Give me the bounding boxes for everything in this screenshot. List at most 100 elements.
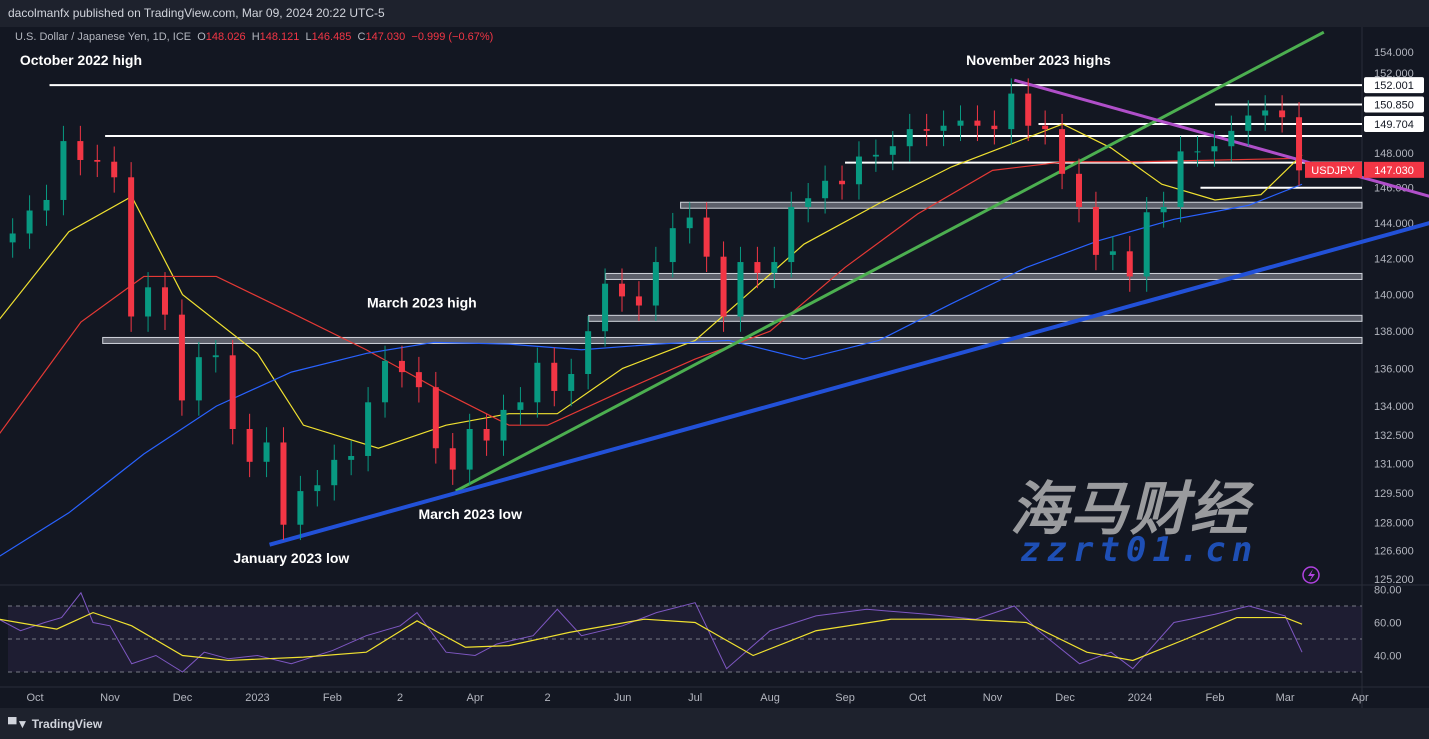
time-tick-label: 2 [397, 692, 403, 704]
candle-body [246, 429, 253, 462]
high-value: 148.121 [259, 31, 300, 43]
candle-body [1296, 117, 1303, 171]
time-tick-label: Jun [614, 692, 632, 704]
support-band [605, 272, 1363, 280]
time-tick-label: Oct [26, 692, 43, 704]
candle-body [618, 283, 625, 297]
candle-body [703, 217, 710, 257]
trend-blue-trendline [269, 221, 1429, 547]
candle-body [43, 199, 50, 211]
time-tick-label: Aug [760, 692, 780, 704]
candle-body [348, 455, 355, 460]
candle-body [26, 210, 33, 234]
candle-body [178, 314, 185, 401]
tradingview-logo-text: TradingView [31, 717, 103, 731]
candle-body [94, 159, 101, 162]
support-band [102, 336, 1363, 344]
publisher-bar: dacolmanfx published on TradingView.com,… [0, 0, 1429, 27]
price-tick-label: 134.000 [1374, 401, 1414, 413]
candle-body [991, 125, 998, 130]
candle-body [1228, 130, 1235, 147]
candle-body [229, 355, 236, 430]
price-tick-label: 146.000 [1374, 183, 1414, 195]
tradingview-logo[interactable]: ▀▼ TradingView [8, 717, 103, 731]
candle-body [9, 233, 16, 243]
candle-body [839, 180, 846, 185]
published-info: dacolmanfx published on TradingView.com,… [8, 6, 385, 20]
last-price-tag [1364, 161, 1424, 178]
low-label: L [305, 31, 312, 43]
lightning-icon-glyph [1308, 569, 1315, 582]
rsi-tick-label: 80.00 [1374, 585, 1402, 597]
candle-body [822, 180, 829, 199]
support-band [588, 314, 1363, 322]
candle-body [889, 146, 896, 155]
candle-body [517, 402, 524, 410]
price-chart[interactable]: 154.000 152.000 148.000 146.000 144.000 142.0… [0, 27, 1429, 708]
candle-body [212, 355, 219, 358]
candle-body [1109, 251, 1116, 255]
watermark-text: 海马财经 [1010, 475, 1251, 543]
candle-body [1075, 173, 1082, 207]
price-tick-label: 142.000 [1374, 253, 1414, 265]
price-tick-label: 136.000 [1374, 363, 1414, 375]
chart-background [0, 27, 1429, 708]
close-value: 147.030 [365, 31, 406, 43]
rsi-tick-label: 40.00 [1374, 651, 1402, 663]
time-tick-label: Dec [173, 692, 193, 704]
price-level-tag [1364, 96, 1424, 113]
price-tick-label: 126.600 [1374, 546, 1414, 558]
candle-body [365, 402, 372, 456]
trend-green-trendline [455, 30, 1325, 493]
rsi-line [0, 591, 1303, 673]
symbol-description[interactable]: U.S. Dollar / Japanese Yen, 1D, ICE [15, 31, 192, 43]
price-tick-label: 152.000 [1374, 68, 1414, 80]
footer: ▀▼ TradingView [0, 708, 1429, 739]
candle-body [1025, 93, 1032, 126]
time-tick-label: Apr [467, 692, 484, 704]
candle-body [60, 141, 67, 200]
time-tick-label: Mar [1276, 692, 1295, 704]
price-tick-label: 132.500 [1374, 430, 1414, 442]
candle-body [382, 360, 389, 403]
candle-body [398, 360, 405, 373]
candle-body [1042, 125, 1049, 130]
close-label: C [357, 31, 366, 43]
open-label: O [197, 31, 206, 43]
candle-body [1059, 129, 1066, 174]
ma100-line [0, 157, 1303, 435]
candle-body [195, 357, 202, 401]
candle-body [449, 448, 456, 470]
price-tick-label: 148.000 [1374, 148, 1414, 160]
lightning-icon[interactable] [1302, 566, 1320, 584]
high-label: H [251, 31, 260, 43]
price-level-tag-text: 149.704 [1374, 119, 1414, 131]
time-tick-label: 2024 [1128, 692, 1152, 704]
candle-body [585, 331, 592, 375]
price-tick-label: 131.000 [1374, 459, 1414, 471]
time-tick-label: 2023 [245, 692, 269, 704]
candle-body [432, 387, 439, 449]
time-tick-label: 2 [545, 692, 551, 704]
candle-body [788, 206, 795, 263]
low-value: 146.485 [311, 31, 352, 43]
annotation-label: January 2023 low [233, 550, 349, 566]
price-tick-label: 129.500 [1374, 488, 1414, 500]
candle-body [652, 262, 659, 306]
candle-body [754, 262, 761, 273]
candle-body [1126, 251, 1133, 277]
time-tick-label: Jul [688, 692, 702, 704]
symbol-tag [1305, 161, 1362, 178]
candle-body [686, 217, 693, 229]
price-tick-label: 154.000 [1374, 47, 1414, 59]
watermark-url: zzrt01.cn [1020, 530, 1259, 570]
candle-body [906, 129, 913, 147]
candle-body [1211, 146, 1218, 152]
candle-body [111, 161, 118, 178]
candle-body [720, 256, 727, 317]
candle-body [77, 141, 84, 160]
change-value: −0.999 (−0.67%) [411, 31, 494, 43]
candle-body [483, 429, 490, 441]
price-level-tag [1364, 77, 1424, 94]
candle-body [500, 409, 507, 441]
